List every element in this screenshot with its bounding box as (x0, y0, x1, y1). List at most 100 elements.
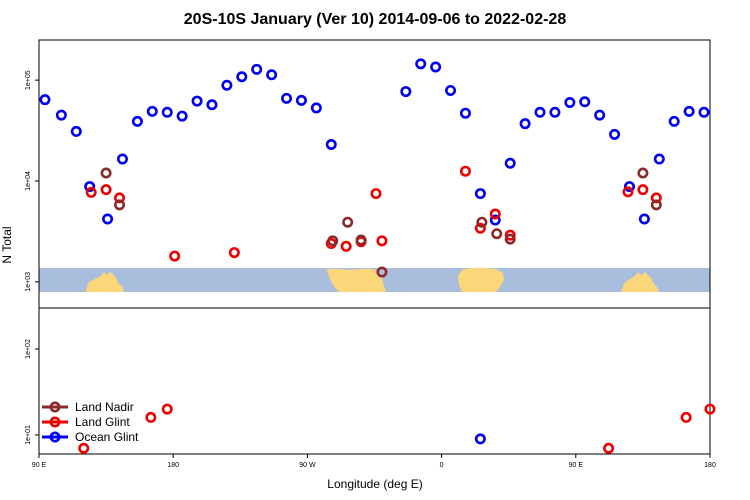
ocean-glint-point (39, 94, 51, 106)
legend-label-land-glint: Land Glint (75, 415, 130, 429)
land-glint-point (169, 250, 181, 262)
ocean-glint-point (474, 188, 486, 200)
ocean-glint-point (400, 86, 412, 98)
ocean-glint-point (131, 115, 143, 127)
map-land-3 (621, 272, 659, 292)
lower-y-tick-label: 1e+01 (25, 425, 32, 445)
land-nadir-point (100, 167, 112, 179)
land-glint-point (504, 229, 516, 241)
ocean-glint-point (698, 106, 710, 118)
map-land-2 (458, 268, 504, 292)
ocean-glint-point (549, 106, 561, 118)
land-nadir-point (650, 199, 662, 211)
ocean-glint-point (236, 71, 248, 83)
ocean-glint-point (534, 106, 546, 118)
ocean-glint-point (579, 96, 591, 108)
upper-plot-frame (38, 39, 711, 309)
land-glint-point (489, 208, 501, 220)
x-axis-label: Longitude (deg E) (327, 477, 422, 491)
land-glint-point (474, 222, 486, 234)
ocean-glint-point (564, 97, 576, 109)
ocean-glint-point (459, 107, 471, 119)
legend-marker-ocean-glint (49, 431, 61, 443)
legend-marker-land-nadir (49, 401, 61, 413)
land-glint-point (622, 186, 634, 198)
ocean-glint-point (415, 58, 427, 70)
land-glint-point (637, 184, 649, 196)
ocean-glint-point (206, 99, 218, 111)
land-nadir-point (376, 266, 388, 278)
ocean-glint-point (281, 92, 293, 104)
x-tick-label: 180 (704, 462, 716, 469)
land-glint-point (650, 192, 662, 204)
ocean-glint-point (70, 125, 82, 137)
ocean-glint-point (102, 213, 114, 225)
ocean-glint-point (519, 118, 531, 130)
upper-y-tick-label: 1e+03 (25, 272, 32, 292)
y-axis-label: N Total (0, 226, 14, 263)
ocean-glint-point (474, 433, 486, 445)
land-glint-point (340, 240, 352, 252)
ocean-glint-point (683, 105, 695, 117)
land-glint-point (114, 192, 126, 204)
land-nadir-point (355, 234, 367, 246)
ocean-glint-point (117, 153, 129, 165)
y-axis-ticks: 1e+03 1e+04 1e+05 1e+01 1e+02 (25, 70, 39, 445)
land-glint-point (680, 411, 692, 423)
ocean-glint-point (430, 61, 442, 73)
x-tick-label: 0 (440, 462, 444, 469)
land-glint-point (704, 403, 716, 415)
ocean-glint-point (146, 105, 158, 117)
x-axis-ticks: 90 E 180 90 W 0 90 E 180 (32, 454, 716, 469)
ocean-glint-point (266, 69, 278, 81)
ocean-glint-point (84, 181, 96, 193)
land-glint-point (100, 184, 112, 196)
land-glint-point (459, 165, 471, 177)
ocean-glint-point (191, 95, 203, 107)
land-glint-point (85, 186, 97, 198)
map-land-0 (86, 272, 124, 292)
ocean-glint-point (176, 110, 188, 122)
land-nadir-point (476, 216, 488, 228)
lower-y-tick-label: 1e+02 (25, 339, 32, 359)
legend-label-ocean-glint: Ocean Glint (75, 430, 139, 444)
land-nadir-point (504, 233, 516, 245)
legend: Land Nadir Land Glint Ocean Glint (42, 400, 139, 444)
ocean-glint-point (251, 63, 263, 75)
map-land-1 (327, 269, 386, 292)
land-glint-point (78, 442, 90, 454)
data-points (39, 58, 716, 454)
ocean-glint-point (668, 115, 680, 127)
land-nadir-point (342, 216, 354, 228)
x-tick-label: 180 (167, 462, 179, 469)
ocean-glint-point (55, 109, 67, 121)
land-nadir-point (327, 235, 339, 247)
lower-plot-frame (38, 307, 711, 455)
land-glint-point (370, 188, 382, 200)
land-nadir-point (491, 228, 503, 240)
ocean-glint-point (638, 213, 650, 225)
chart-title: 20S-10S January (Ver 10) 2014-09-06 to 2… (184, 11, 567, 28)
legend-marker-land-glint (49, 416, 61, 428)
land-glint-point (376, 235, 388, 247)
ocean-glint-point (623, 181, 635, 193)
ocean-glint-point (609, 128, 621, 140)
ocean-glint-point (653, 153, 665, 165)
land-glint-point (145, 411, 157, 423)
x-tick-label: 90 E (569, 462, 584, 469)
land-glint-point (228, 247, 240, 259)
ocean-glint-point (310, 102, 322, 114)
land-nadir-point (114, 199, 126, 211)
world-map-strip (39, 268, 710, 292)
upper-y-tick-label: 1e+05 (25, 70, 32, 90)
legend-label-land-nadir: Land Nadir (75, 400, 134, 414)
ocean-glint-point (221, 79, 233, 91)
land-glint-point (161, 403, 173, 415)
land-glint-point (603, 442, 615, 454)
x-tick-label: 90 E (32, 462, 47, 469)
ocean-glint-point (594, 109, 606, 121)
ocean-glint-point (445, 84, 457, 96)
ocean-glint-point (325, 138, 337, 150)
ocean-glint-point (489, 214, 501, 226)
